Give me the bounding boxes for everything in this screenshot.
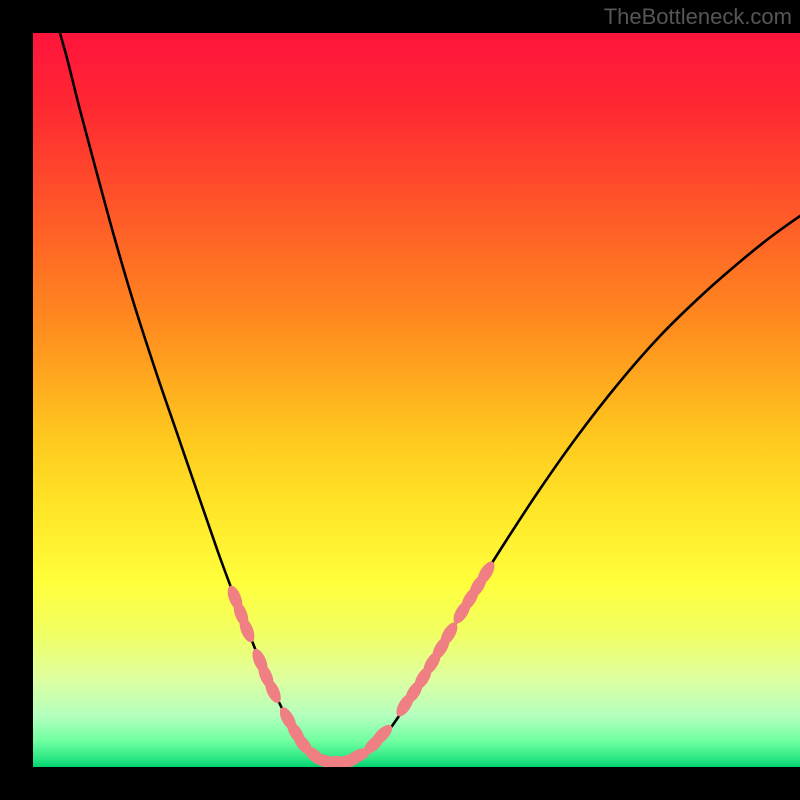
bottleneck-chart bbox=[0, 0, 800, 800]
watermark-text: TheBottleneck.com bbox=[604, 4, 792, 30]
plot-background bbox=[33, 33, 800, 767]
